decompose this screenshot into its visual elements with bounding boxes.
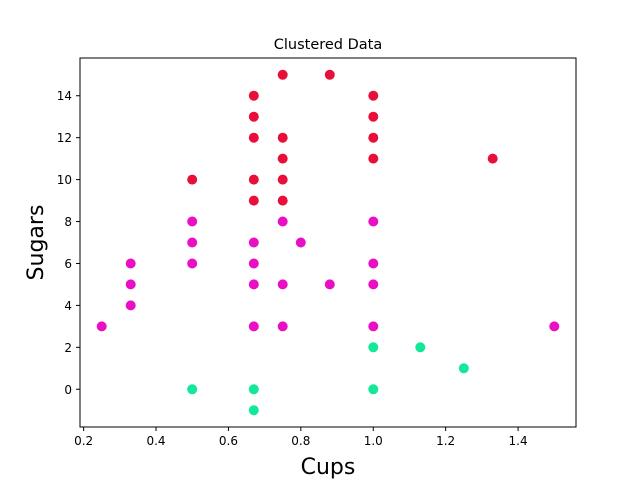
x-tick-label: 1.0 (364, 434, 383, 448)
data-point-cluster-0-4 (248, 174, 259, 185)
data-point-cluster-0-16 (487, 153, 498, 164)
data-point-cluster-0-13 (368, 111, 379, 122)
data-point-cluster-0-15 (368, 153, 379, 164)
data-point-cluster-1-15 (324, 279, 335, 290)
data-point-cluster-0-8 (277, 153, 288, 164)
data-point-cluster-0-6 (277, 69, 288, 80)
data-point-cluster-1-8 (248, 258, 259, 269)
y-tick-label: 10 (57, 173, 72, 187)
x-tick-label: 1.4 (509, 434, 528, 448)
data-point-cluster-1-20 (549, 321, 560, 332)
data-point-cluster-1-14 (295, 237, 306, 248)
data-point-cluster-1-5 (187, 237, 198, 248)
x-axis: 0.2 0.4 0.6 0.8 1.0 1.2 1.4 (74, 427, 528, 448)
data-point-cluster-0-14 (368, 132, 379, 143)
x-tick-label: 0.6 (219, 434, 238, 448)
plot-frame (79, 57, 577, 428)
y-tick-label: 8 (64, 215, 72, 229)
data-point-cluster-2-0 (187, 384, 198, 395)
data-point-cluster-0-11 (324, 69, 335, 80)
data-point-cluster-1-10 (248, 321, 259, 332)
data-point-cluster-1-6 (187, 258, 198, 269)
y-tick-label: 2 (64, 341, 72, 355)
points-layer (96, 69, 560, 416)
data-point-cluster-2-3 (368, 342, 379, 353)
data-point-cluster-0-7 (277, 132, 288, 143)
y-tick-label: 12 (57, 131, 72, 145)
y-tick-label: 6 (64, 257, 72, 271)
y-axis-label: Sugars (24, 205, 49, 281)
y-axis: 0 2 4 6 8 10 12 14 (57, 89, 80, 397)
data-point-cluster-1-17 (368, 258, 379, 269)
data-point-cluster-2-5 (415, 342, 426, 353)
x-tick-label: 0.4 (146, 434, 165, 448)
data-point-cluster-0-10 (277, 195, 288, 206)
x-tick-label: 0.2 (74, 434, 93, 448)
data-point-cluster-1-13 (277, 321, 288, 332)
data-point-cluster-0-9 (277, 174, 288, 185)
data-point-cluster-1-11 (277, 216, 288, 227)
chart-title: Clustered Data (274, 37, 383, 53)
data-point-cluster-2-6 (458, 363, 469, 374)
x-tick-label: 0.8 (291, 434, 310, 448)
data-point-cluster-0-5 (248, 195, 259, 206)
data-point-cluster-0-3 (248, 132, 259, 143)
data-point-cluster-0-2 (248, 111, 259, 122)
data-point-cluster-0-1 (248, 90, 259, 101)
data-point-cluster-0-0 (187, 174, 198, 185)
data-point-cluster-1-0 (96, 321, 107, 332)
data-point-cluster-1-9 (248, 279, 259, 290)
y-tick-label: 4 (64, 299, 72, 313)
data-point-cluster-1-12 (277, 279, 288, 290)
data-point-cluster-2-2 (248, 405, 259, 416)
y-tick-label: 14 (57, 89, 72, 103)
x-tick-label: 1.2 (436, 434, 455, 448)
data-point-cluster-1-3 (125, 300, 136, 311)
data-point-cluster-1-7 (248, 237, 259, 248)
data-point-cluster-1-18 (368, 279, 379, 290)
data-point-cluster-0-12 (368, 90, 379, 101)
x-axis-label: Cups (301, 455, 356, 480)
data-point-cluster-1-2 (125, 279, 136, 290)
data-point-cluster-1-19 (368, 321, 379, 332)
data-point-cluster-2-1 (248, 384, 259, 395)
y-tick-label: 0 (64, 383, 72, 397)
data-point-cluster-1-1 (125, 258, 136, 269)
data-point-cluster-2-4 (368, 384, 379, 395)
data-point-cluster-1-16 (368, 216, 379, 227)
data-point-cluster-1-4 (187, 216, 198, 227)
